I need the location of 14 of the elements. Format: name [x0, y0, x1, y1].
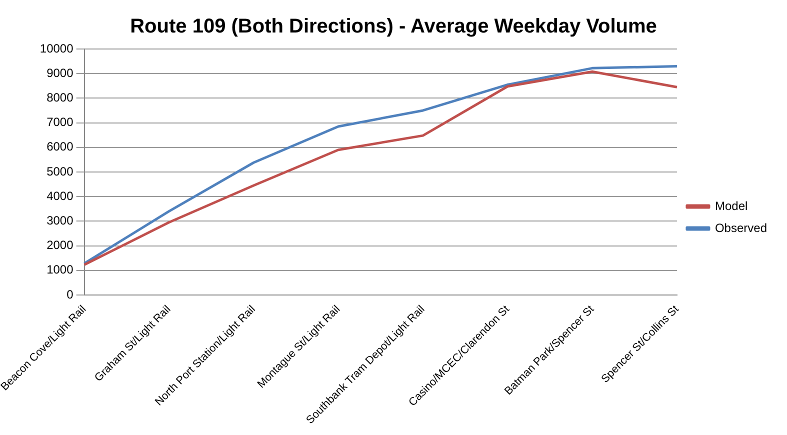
y-tick-label: 8000: [46, 90, 74, 104]
y-tick-label: 4000: [46, 188, 74, 203]
y-tick-label: 2000: [46, 238, 74, 252]
legend-label: Observed: [714, 220, 768, 235]
y-tick-label: 1000: [46, 262, 74, 277]
y-tick-label: 6000: [46, 140, 74, 154]
y-tick-label: 9000: [46, 66, 74, 80]
legend-label: Model: [714, 198, 748, 213]
y-tick-label: 10000: [40, 41, 74, 56]
chart-title: Route 109 (Both Directions) - Average Weekday Volume: [130, 16, 657, 38]
y-tick-label: 5000: [46, 164, 74, 178]
y-tick-label: 7000: [46, 115, 74, 130]
y-tick-label: 0: [66, 287, 74, 302]
y-tick-label: 3000: [46, 213, 74, 228]
